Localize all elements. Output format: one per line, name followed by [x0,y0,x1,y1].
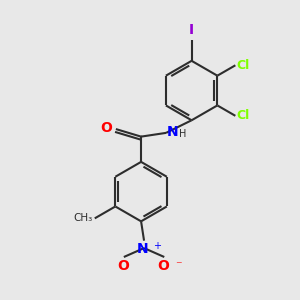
Text: I: I [189,23,194,37]
Text: N: N [137,242,148,256]
Text: ⁻: ⁻ [175,260,181,272]
Text: O: O [158,260,170,273]
Text: Cl: Cl [237,109,250,122]
Text: CH₃: CH₃ [73,213,92,224]
Text: Cl: Cl [237,59,250,72]
Text: O: O [117,260,129,273]
Text: +: + [153,241,161,251]
Text: H: H [178,129,186,139]
Text: O: O [100,121,112,135]
Text: N: N [167,125,178,139]
